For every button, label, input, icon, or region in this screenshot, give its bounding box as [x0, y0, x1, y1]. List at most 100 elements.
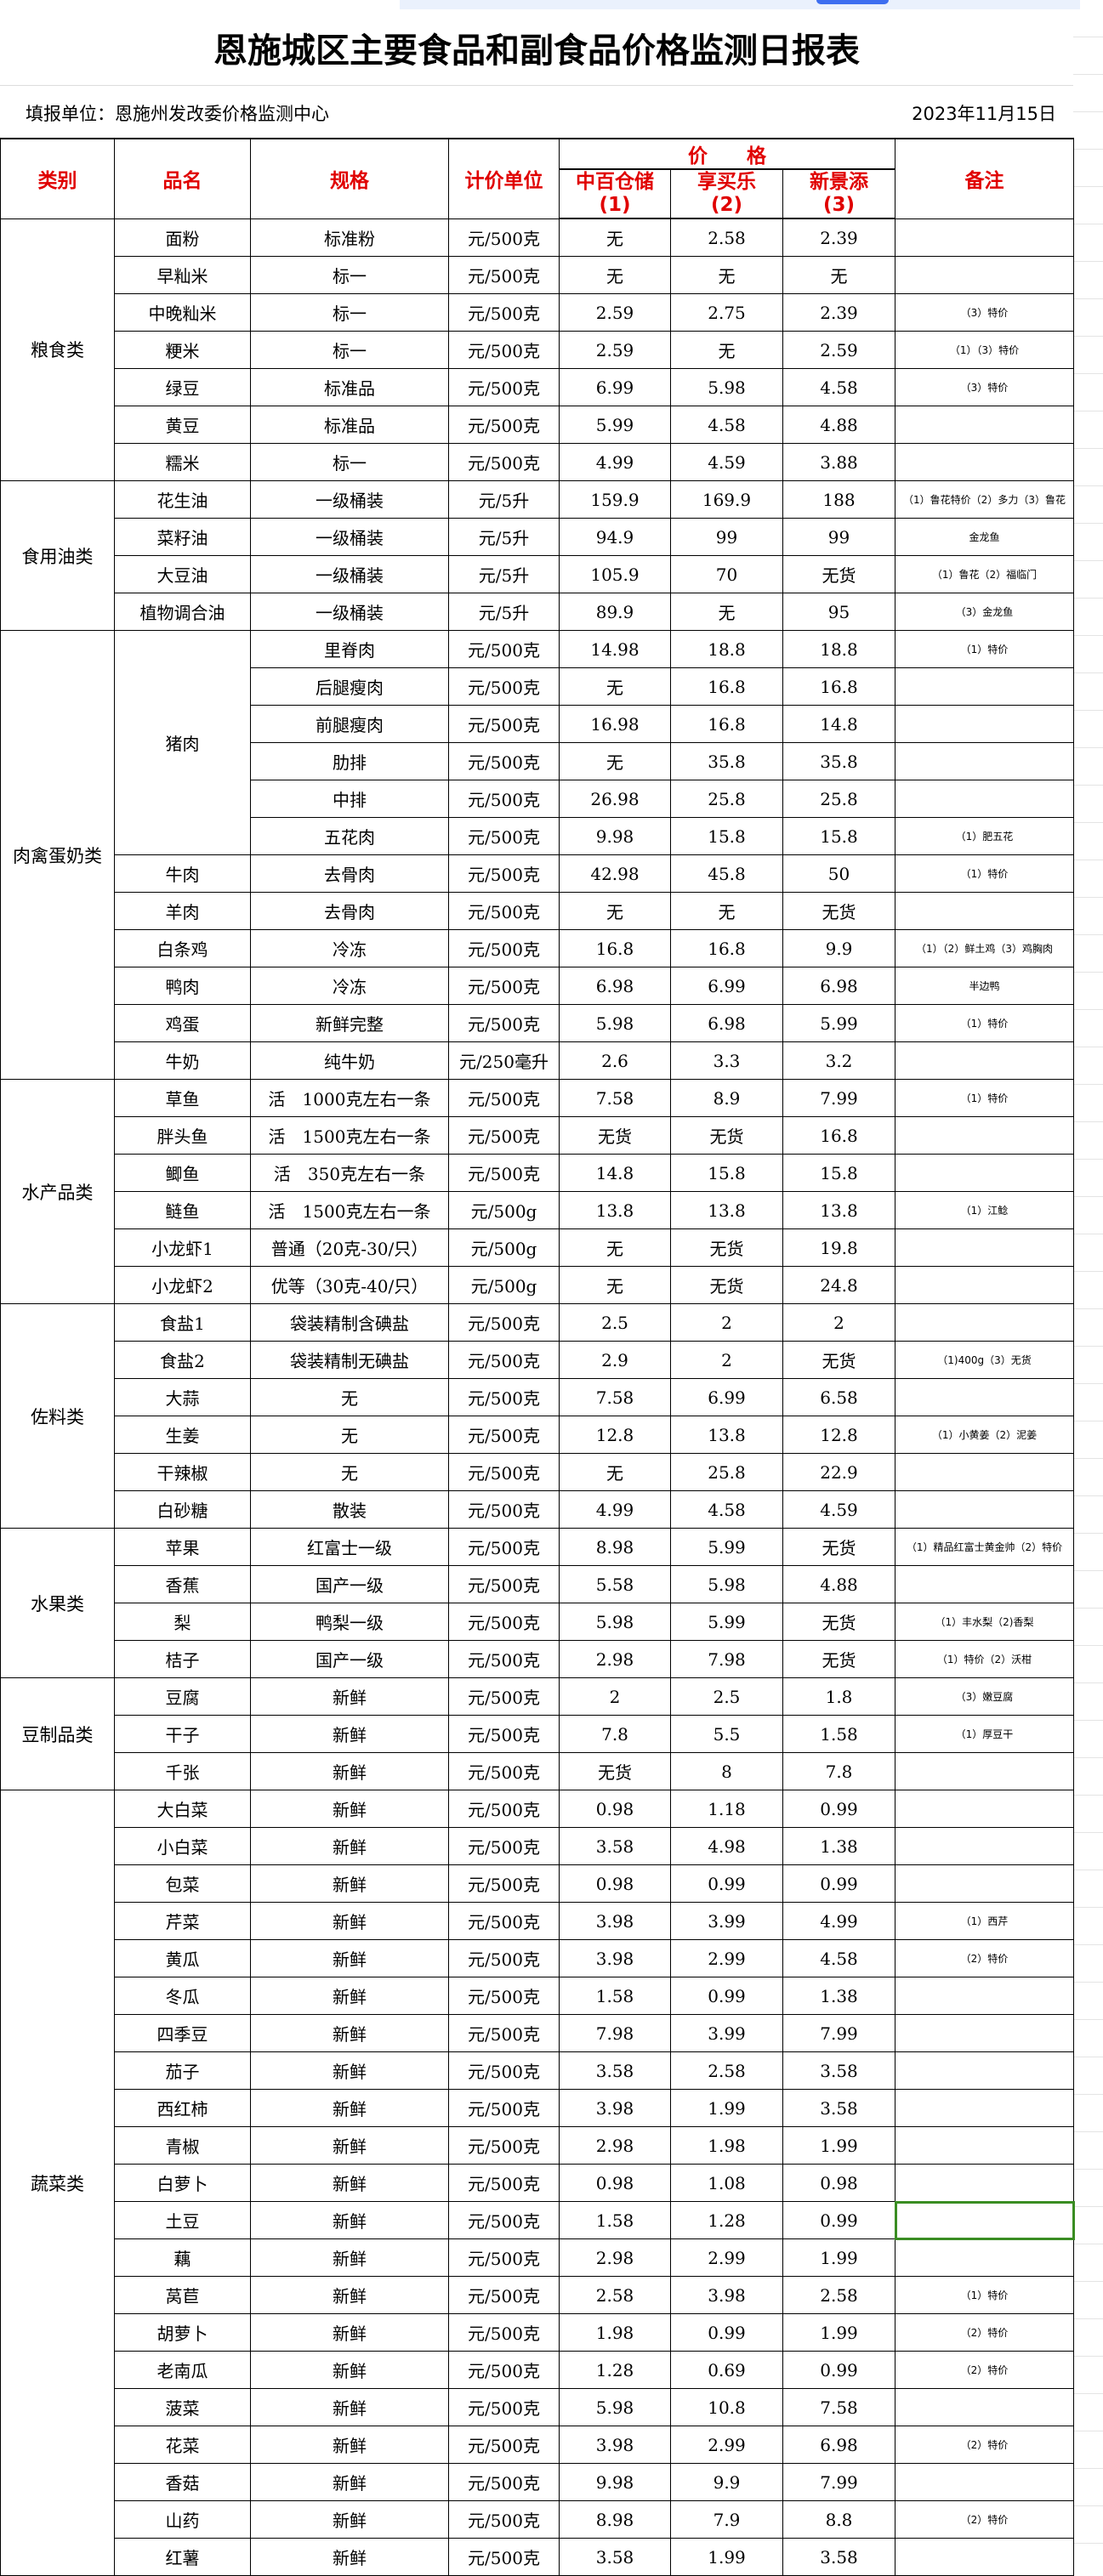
note-cell[interactable]: （3）特价: [895, 368, 1074, 406]
unit-cell[interactable]: 元/500克: [448, 1677, 560, 1716]
note-cell[interactable]: （1）（2）鲜土鸡（3）鸡胸肉: [895, 929, 1074, 967]
unit-cell[interactable]: 元/500克: [448, 2500, 560, 2539]
unit-cell[interactable]: 元/500克: [448, 1154, 560, 1192]
item-name-cell[interactable]: 鲫鱼: [114, 1154, 251, 1192]
price-store-3-cell[interactable]: 7.8: [782, 1752, 895, 1790]
price-store-2-cell[interactable]: 16.8: [670, 929, 783, 967]
item-name-cell[interactable]: 四季豆: [114, 2014, 251, 2052]
price-store-2-cell[interactable]: 2.58: [670, 2051, 783, 2090]
item-name-cell[interactable]: 小白菜: [114, 1827, 251, 1865]
price-store-3-cell[interactable]: 0.99: [782, 2201, 895, 2239]
note-cell[interactable]: [895, 2126, 1074, 2165]
price-store-1-cell[interactable]: 6.98: [559, 967, 671, 1005]
item-name-cell[interactable]: 中晚籼米: [114, 293, 251, 332]
spec-cell[interactable]: 新鲜: [250, 2014, 449, 2052]
item-name-cell[interactable]: 桔子: [114, 1640, 251, 1678]
price-store-1-cell[interactable]: 26.98: [559, 780, 671, 818]
price-store-3-cell[interactable]: 15.8: [782, 817, 895, 855]
note-cell[interactable]: [895, 2014, 1074, 2052]
note-cell[interactable]: [895, 256, 1074, 294]
price-store-1-cell[interactable]: 无: [559, 892, 671, 930]
price-store-3-cell[interactable]: 1.38: [782, 1977, 895, 2015]
price-store-1-cell[interactable]: 2.58: [559, 2276, 671, 2314]
price-store-1-cell[interactable]: 16.98: [559, 705, 671, 743]
price-store-3-cell[interactable]: 4.99: [782, 1902, 895, 1940]
spec-cell[interactable]: 肋排: [250, 742, 449, 780]
item-name-cell[interactable]: 冬瓜: [114, 1977, 251, 2015]
price-store-2-cell[interactable]: 0.99: [670, 2313, 783, 2352]
price-store-1-cell[interactable]: 2.9: [559, 1341, 671, 1379]
price-store-3-cell[interactable]: 4.88: [782, 406, 895, 444]
price-store-1-cell[interactable]: 105.9: [559, 555, 671, 593]
unit-cell[interactable]: 元/500克: [448, 2126, 560, 2165]
price-store-2-cell[interactable]: 18.8: [670, 630, 783, 668]
price-store-1-cell[interactable]: 3.58: [559, 1827, 671, 1865]
item-name-cell[interactable]: 西红柿: [114, 2089, 251, 2127]
item-name-cell[interactable]: 草鱼: [114, 1079, 251, 1117]
spec-cell[interactable]: 无: [250, 1453, 449, 1491]
price-store-1-cell[interactable]: 1.58: [559, 2201, 671, 2239]
category-cell[interactable]: 食用油类: [0, 480, 115, 631]
item-name-cell[interactable]: 早籼米: [114, 256, 251, 294]
unit-cell[interactable]: 元/500克: [448, 854, 560, 893]
price-store-1-cell[interactable]: 0.98: [559, 2164, 671, 2202]
price-store-2-cell[interactable]: 15.8: [670, 817, 783, 855]
price-store-1-cell[interactable]: 2.5: [559, 1303, 671, 1342]
price-store-3-cell[interactable]: 2.58: [782, 2276, 895, 2314]
spec-cell[interactable]: 一级桶装: [250, 518, 449, 556]
note-cell[interactable]: （1）特价（2）沃柑: [895, 1640, 1074, 1678]
note-cell[interactable]: （1）特价: [895, 854, 1074, 893]
note-cell[interactable]: [895, 1565, 1074, 1603]
spec-cell[interactable]: 国产一级: [250, 1565, 449, 1603]
spec-cell[interactable]: 五花肉: [250, 817, 449, 855]
unit-cell[interactable]: 元/5升: [448, 593, 560, 631]
unit-cell[interactable]: 元/500克: [448, 1827, 560, 1865]
price-store-3-cell[interactable]: 3.88: [782, 443, 895, 481]
price-store-3-cell[interactable]: 无货: [782, 1640, 895, 1678]
spec-cell[interactable]: 袋装精制无碘盐: [250, 1341, 449, 1379]
price-store-3-cell[interactable]: 5.99: [782, 1004, 895, 1042]
note-cell[interactable]: （2）特价: [895, 2351, 1074, 2389]
spec-cell[interactable]: 新鲜完整: [250, 1004, 449, 1042]
price-store-1-cell[interactable]: 5.98: [559, 1004, 671, 1042]
note-cell[interactable]: [895, 1041, 1074, 1080]
price-store-1-cell[interactable]: 2.59: [559, 331, 671, 369]
price-store-2-cell[interactable]: 45.8: [670, 854, 783, 893]
unit-cell[interactable]: 元/500克: [448, 1453, 560, 1491]
item-name-cell[interactable]: 小龙虾1: [114, 1228, 251, 1267]
toolbar-handle[interactable]: [816, 0, 889, 4]
price-store-2-cell[interactable]: 16.8: [670, 667, 783, 706]
item-name-cell[interactable]: 菜籽油: [114, 518, 251, 556]
item-name-cell[interactable]: 梨: [114, 1603, 251, 1641]
spec-cell[interactable]: 一级桶装: [250, 593, 449, 631]
note-cell[interactable]: （1）特价: [895, 630, 1074, 668]
note-cell[interactable]: （3）嫩豆腐: [895, 1677, 1074, 1716]
price-store-3-cell[interactable]: 0.98: [782, 2164, 895, 2202]
note-cell[interactable]: [895, 1154, 1074, 1192]
note-cell[interactable]: （1）江鲶: [895, 1191, 1074, 1229]
item-name-cell[interactable]: 食盐1: [114, 1303, 251, 1342]
note-cell[interactable]: （1）西芹: [895, 1902, 1074, 1940]
price-store-3-cell[interactable]: 1.99: [782, 2126, 895, 2165]
price-store-3-cell[interactable]: 4.88: [782, 1565, 895, 1603]
item-name-cell[interactable]: 干辣椒: [114, 1453, 251, 1491]
spec-cell[interactable]: 活 1500克左右一条: [250, 1116, 449, 1155]
note-cell[interactable]: [895, 2164, 1074, 2202]
price-store-3-cell[interactable]: 188: [782, 480, 895, 519]
item-name-cell[interactable]: 食盐2: [114, 1341, 251, 1379]
unit-cell[interactable]: 元/500克: [448, 2089, 560, 2127]
spec-cell[interactable]: 标一: [250, 331, 449, 369]
note-cell[interactable]: [895, 780, 1074, 818]
unit-cell[interactable]: 元/5升: [448, 518, 560, 556]
unit-cell[interactable]: 元/500克: [448, 1490, 560, 1529]
item-name-cell[interactable]: 土豆: [114, 2201, 251, 2239]
note-cell[interactable]: （1）丰水梨（2)香梨: [895, 1603, 1074, 1641]
unit-cell[interactable]: 元/500克: [448, 2351, 560, 2389]
item-name-cell[interactable]: 青椒: [114, 2126, 251, 2165]
item-name-cell[interactable]: 山药: [114, 2500, 251, 2539]
price-store-3-cell[interactable]: 无: [782, 256, 895, 294]
note-cell[interactable]: （1）精品红富士黄金帅（2）特价: [895, 1528, 1074, 1566]
item-name-cell[interactable]: 羊肉: [114, 892, 251, 930]
unit-cell[interactable]: 元/5升: [448, 555, 560, 593]
item-name-cell[interactable]: 鸡蛋: [114, 1004, 251, 1042]
